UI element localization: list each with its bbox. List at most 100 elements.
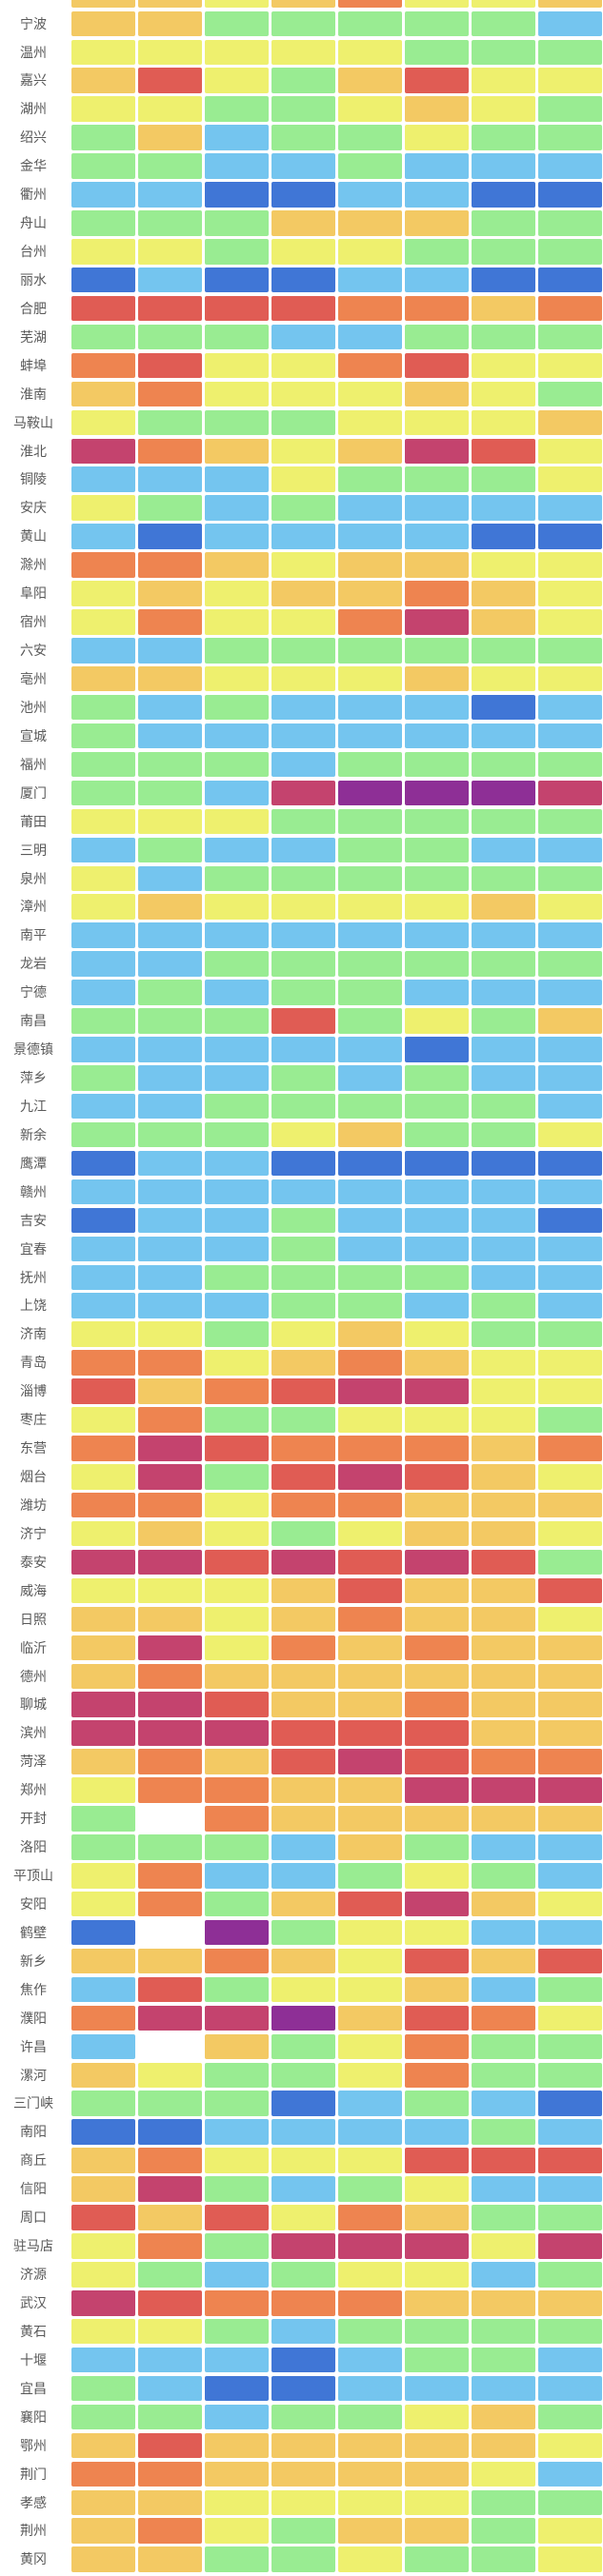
heatmap-cell[interactable] bbox=[204, 2546, 270, 2572]
heatmap-cell[interactable] bbox=[204, 894, 270, 920]
heatmap-cell[interactable] bbox=[472, 1577, 536, 1604]
heatmap-cell[interactable] bbox=[271, 210, 336, 236]
heatmap-cell[interactable] bbox=[70, 638, 135, 664]
heatmap-cell[interactable] bbox=[404, 980, 470, 1005]
heatmap-cell[interactable] bbox=[404, 1179, 470, 1205]
heatmap-cell[interactable] bbox=[538, 1492, 603, 1518]
heatmap-cell[interactable] bbox=[204, 2290, 270, 2316]
heatmap-cell[interactable] bbox=[337, 865, 403, 891]
heatmap-cell[interactable] bbox=[70, 1464, 135, 1490]
heatmap-cell[interactable] bbox=[538, 808, 603, 835]
heatmap-cell[interactable] bbox=[204, 581, 270, 606]
heatmap-cell[interactable] bbox=[137, 1777, 202, 1803]
heatmap-cell[interactable] bbox=[271, 1464, 336, 1490]
heatmap-cell[interactable] bbox=[538, 1008, 603, 1034]
heatmap-cell[interactable] bbox=[404, 1919, 470, 1946]
heatmap-cell[interactable] bbox=[70, 125, 135, 150]
heatmap-cell[interactable] bbox=[70, 466, 135, 492]
heatmap-cell[interactable] bbox=[404, 352, 470, 379]
heatmap-cell[interactable] bbox=[70, 723, 135, 749]
heatmap-cell[interactable] bbox=[472, 1606, 536, 1633]
heatmap-cell[interactable] bbox=[137, 267, 202, 293]
heatmap-cell[interactable] bbox=[137, 1663, 202, 1690]
heatmap-cell[interactable] bbox=[337, 1919, 403, 1946]
heatmap-cell[interactable] bbox=[538, 239, 603, 265]
heatmap-cell[interactable] bbox=[404, 2176, 470, 2202]
heatmap-cell[interactable] bbox=[271, 922, 336, 948]
heatmap-cell[interactable] bbox=[271, 2489, 336, 2515]
heatmap-cell[interactable] bbox=[538, 723, 603, 749]
heatmap-cell[interactable] bbox=[337, 1436, 403, 1461]
heatmap-cell[interactable] bbox=[404, 837, 470, 863]
heatmap-cell[interactable] bbox=[271, 1150, 336, 1177]
heatmap-cell[interactable] bbox=[472, 1121, 536, 1148]
heatmap-cell[interactable] bbox=[70, 665, 135, 692]
heatmap-cell[interactable] bbox=[204, 665, 270, 692]
heatmap-cell[interactable] bbox=[70, 1806, 135, 1832]
heatmap-cell[interactable] bbox=[271, 1692, 336, 1717]
heatmap-cell[interactable] bbox=[137, 1008, 202, 1034]
heatmap-cell[interactable] bbox=[271, 865, 336, 891]
heatmap-cell[interactable] bbox=[538, 1321, 603, 1347]
heatmap-cell[interactable] bbox=[204, 1037, 270, 1062]
heatmap-cell[interactable] bbox=[538, 2432, 603, 2459]
heatmap-cell[interactable] bbox=[137, 1179, 202, 1205]
heatmap-cell[interactable] bbox=[204, 2233, 270, 2259]
heatmap-cell[interactable] bbox=[271, 352, 336, 379]
heatmap-cell[interactable] bbox=[271, 2062, 336, 2089]
heatmap-cell[interactable] bbox=[337, 352, 403, 379]
heatmap-cell[interactable] bbox=[472, 951, 536, 977]
heatmap-cell[interactable] bbox=[271, 1635, 336, 1661]
heatmap-cell[interactable] bbox=[337, 1976, 403, 2003]
heatmap-cell[interactable] bbox=[70, 780, 135, 806]
heatmap-cell[interactable] bbox=[271, 2290, 336, 2316]
heatmap-cell[interactable] bbox=[404, 2318, 470, 2345]
heatmap-cell[interactable] bbox=[271, 2205, 336, 2230]
heatmap-cell[interactable] bbox=[404, 1492, 470, 1518]
heatmap-cell[interactable] bbox=[70, 2489, 135, 2515]
heatmap-cell[interactable] bbox=[404, 694, 470, 721]
heatmap-cell[interactable] bbox=[337, 125, 403, 150]
heatmap-cell[interactable] bbox=[472, 2119, 536, 2145]
heatmap-cell[interactable] bbox=[271, 1236, 336, 1262]
heatmap-cell[interactable] bbox=[472, 1720, 536, 1746]
heatmap-cell[interactable] bbox=[70, 1150, 135, 1177]
heatmap-cell[interactable] bbox=[204, 1321, 270, 1347]
heatmap-cell[interactable] bbox=[472, 1207, 536, 1234]
heatmap-cell[interactable] bbox=[538, 1692, 603, 1717]
heatmap-cell[interactable] bbox=[404, 1350, 470, 1376]
heatmap-cell[interactable] bbox=[538, 1919, 603, 1946]
heatmap-cell[interactable] bbox=[472, 210, 536, 236]
heatmap-cell[interactable] bbox=[337, 2546, 403, 2572]
heatmap-cell[interactable] bbox=[538, 1464, 603, 1490]
heatmap-cell[interactable] bbox=[472, 2432, 536, 2459]
heatmap-cell[interactable] bbox=[472, 780, 536, 806]
heatmap-cell[interactable] bbox=[538, 2062, 603, 2089]
heatmap-cell[interactable] bbox=[204, 2005, 270, 2031]
heatmap-cell[interactable] bbox=[204, 1863, 270, 1889]
heatmap-cell[interactable] bbox=[137, 1863, 202, 1889]
heatmap-cell[interactable] bbox=[271, 609, 336, 635]
heatmap-cell[interactable] bbox=[538, 324, 603, 350]
heatmap-cell[interactable] bbox=[204, 125, 270, 150]
heatmap-cell[interactable] bbox=[538, 2318, 603, 2345]
heatmap-cell[interactable] bbox=[137, 1635, 202, 1661]
heatmap-cell[interactable] bbox=[538, 1806, 603, 1832]
heatmap-cell[interactable] bbox=[204, 1121, 270, 1148]
heatmap-cell[interactable] bbox=[137, 2404, 202, 2430]
heatmap-cell[interactable] bbox=[337, 694, 403, 721]
heatmap-cell[interactable] bbox=[137, 1378, 202, 1404]
heatmap-cell[interactable] bbox=[137, 951, 202, 977]
heatmap-cell[interactable] bbox=[404, 1407, 470, 1433]
heatmap-cell[interactable] bbox=[70, 409, 135, 436]
heatmap-cell[interactable] bbox=[204, 324, 270, 350]
heatmap-cell[interactable] bbox=[404, 1577, 470, 1604]
heatmap-cell[interactable] bbox=[271, 96, 336, 122]
heatmap-cell[interactable] bbox=[337, 0, 403, 9]
heatmap-cell[interactable] bbox=[271, 1093, 336, 1120]
heatmap-cell[interactable] bbox=[204, 1919, 270, 1946]
heatmap-cell[interactable] bbox=[337, 2375, 403, 2402]
heatmap-cell[interactable] bbox=[271, 2262, 336, 2288]
heatmap-cell[interactable] bbox=[472, 68, 536, 93]
heatmap-cell[interactable] bbox=[538, 1179, 603, 1205]
